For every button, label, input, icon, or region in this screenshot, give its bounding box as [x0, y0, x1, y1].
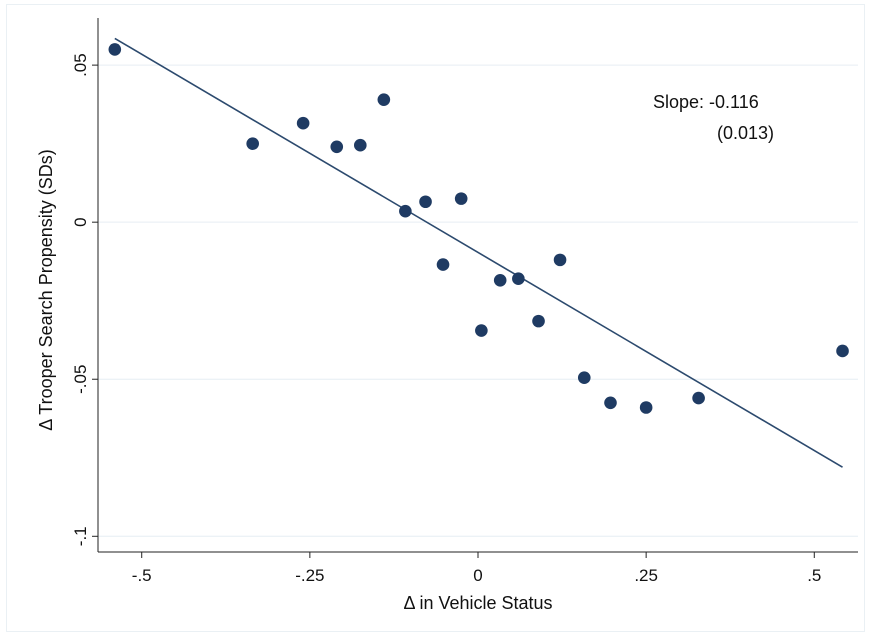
data-points	[108, 43, 849, 414]
chart-frame	[6, 4, 865, 632]
data-point	[836, 344, 849, 358]
fit-line-group	[114, 37, 843, 468]
data-point	[399, 204, 412, 218]
data-point	[296, 116, 310, 130]
x-tick-label: -.5	[132, 566, 152, 585]
data-point	[493, 273, 507, 287]
slope-se-annotation: (0.013)	[717, 123, 774, 143]
x-axis-title: Δ in Vehicle Status	[403, 593, 552, 613]
data-point	[419, 195, 432, 209]
data-point	[512, 272, 525, 286]
x-tick-label: .5	[807, 566, 821, 585]
x-tick-label: .25	[634, 566, 658, 585]
tick-labels: .05 0 -.05 -.1 -.5 -.25 0 .25 .5	[71, 53, 821, 585]
slope-annotation: Slope: -0.116	[653, 92, 759, 112]
data-point	[454, 192, 468, 205]
y-tick-label: -.05	[71, 365, 90, 394]
fit-line	[114, 37, 843, 468]
data-point	[108, 43, 122, 56]
data-point	[553, 253, 567, 267]
data-point	[377, 93, 391, 106]
data-point	[639, 401, 653, 414]
axes	[92, 18, 858, 558]
y-tick-label: 0	[71, 217, 90, 226]
data-point	[692, 391, 705, 405]
y-axis-title: Δ Trooper Search Propensity (SDs)	[36, 149, 56, 430]
data-point	[246, 137, 259, 150]
y-tick-label: .05	[71, 53, 90, 77]
data-point	[330, 140, 344, 154]
data-point	[577, 371, 591, 384]
data-point	[354, 138, 367, 152]
x-tick-label: -.25	[295, 566, 324, 585]
y-tick-label: -.1	[71, 526, 90, 546]
data-point	[475, 324, 488, 337]
grid-lines	[98, 64, 858, 537]
data-point	[436, 258, 450, 271]
data-point	[532, 314, 545, 328]
x-tick-label: 0	[473, 566, 482, 585]
data-point	[604, 396, 617, 410]
